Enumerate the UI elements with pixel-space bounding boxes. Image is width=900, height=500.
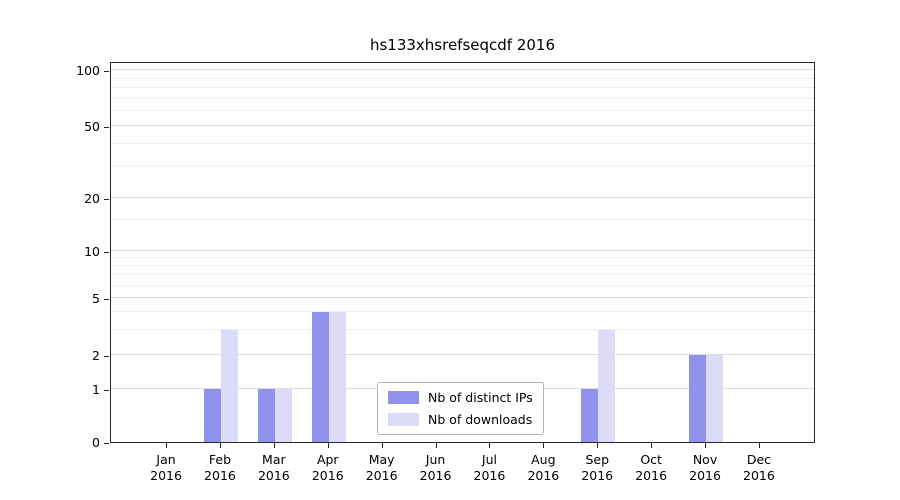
bar-distinct-ips-mar xyxy=(257,389,275,442)
gridline-minor xyxy=(111,142,814,144)
x-tick-label: Mar 2016 xyxy=(257,452,290,483)
x-tick-mark xyxy=(489,443,491,448)
x-tick-label: Jul 2016 xyxy=(473,452,506,483)
gridline-major xyxy=(111,197,814,198)
y-tick-mark xyxy=(104,389,109,391)
bar-downloads-feb xyxy=(220,329,238,442)
gridline-minor xyxy=(111,97,814,99)
legend-label-downloads: Nb of downloads xyxy=(428,412,533,427)
gridline-minor xyxy=(111,77,814,79)
gridline-minor xyxy=(111,274,814,276)
gridline-minor xyxy=(111,257,814,259)
bar-distinct-ips-feb xyxy=(203,389,221,442)
bar-distinct-ips-apr xyxy=(311,311,329,442)
gridline-major xyxy=(111,250,814,251)
gridline-minor xyxy=(111,265,814,267)
legend-label-distinct-ips: Nb of distinct IPs xyxy=(428,390,533,405)
y-tick-label: 100 xyxy=(76,63,100,78)
x-tick-mark xyxy=(705,443,707,448)
gridline-minor xyxy=(111,165,814,167)
legend-item-distinct-ips: Nb of distinct IPs xyxy=(388,390,533,405)
x-tick-mark xyxy=(435,443,437,448)
bar-distinct-ips-nov xyxy=(689,355,707,442)
y-tick-mark xyxy=(104,355,109,357)
bar-downloads-sep xyxy=(598,329,616,442)
y-tick-label: 20 xyxy=(84,191,100,206)
gridline-minor xyxy=(111,110,814,112)
legend: Nb of distinct IPs Nb of downloads xyxy=(377,382,544,435)
gridline-major xyxy=(111,125,814,126)
x-tick-label: Nov 2016 xyxy=(689,452,721,483)
y-tick-label: 5 xyxy=(92,291,100,306)
y-tick-mark xyxy=(104,442,109,444)
x-tick-label: Dec 2016 xyxy=(743,452,775,483)
x-tick-label: Aug 2016 xyxy=(527,452,560,483)
y-tick-label: 1 xyxy=(92,382,100,397)
x-tick-mark xyxy=(758,443,760,448)
plot-area: Nb of distinct IPs Nb of downloads xyxy=(110,62,815,443)
x-tick-label: Apr 2016 xyxy=(311,452,344,483)
bar-downloads-mar xyxy=(274,389,292,442)
bar-distinct-ips-sep xyxy=(581,389,599,442)
x-tick-label: Feb 2016 xyxy=(204,452,236,483)
gridline-major xyxy=(111,69,814,70)
x-tick-mark xyxy=(543,443,545,448)
y-tick-label: 50 xyxy=(84,119,100,134)
y-tick-mark xyxy=(104,251,109,253)
x-tick-label: Jan 2016 xyxy=(150,452,182,483)
y-tick-label: 10 xyxy=(84,244,100,259)
y-tick-mark xyxy=(104,198,109,200)
gridline-minor xyxy=(111,328,814,330)
gridline-minor xyxy=(111,284,814,286)
gridline-major xyxy=(111,297,814,298)
legend-swatch-distinct-ips xyxy=(388,391,419,404)
y-tick-label: 0 xyxy=(92,435,100,450)
legend-item-downloads: Nb of downloads xyxy=(388,412,533,427)
x-tick-mark xyxy=(381,443,383,448)
y-tick-mark xyxy=(104,126,109,128)
y-tick-label: 2 xyxy=(92,348,100,363)
chart-title: hs133xhsrefseqcdf 2016 xyxy=(369,36,556,54)
bar-downloads-apr xyxy=(328,311,346,442)
y-tick-mark xyxy=(104,70,109,72)
x-tick-mark xyxy=(651,443,653,448)
x-tick-label: Sep 2016 xyxy=(581,452,614,483)
gridline-minor xyxy=(111,87,814,89)
x-tick-label: May 2016 xyxy=(365,452,398,483)
legend-swatch-downloads xyxy=(388,413,419,426)
x-tick-label: Jun 2016 xyxy=(419,452,452,483)
gridline-major xyxy=(111,354,814,355)
bar-downloads-nov xyxy=(706,355,724,442)
y-tick-mark xyxy=(104,298,109,300)
x-tick-mark xyxy=(166,443,168,448)
x-tick-mark xyxy=(597,443,599,448)
x-tick-mark xyxy=(327,443,329,448)
x-tick-mark xyxy=(273,443,275,448)
gridline-minor xyxy=(111,219,814,220)
x-tick-mark xyxy=(219,443,221,448)
gridline-minor xyxy=(111,310,814,312)
x-tick-label: Oct 2016 xyxy=(635,452,668,483)
